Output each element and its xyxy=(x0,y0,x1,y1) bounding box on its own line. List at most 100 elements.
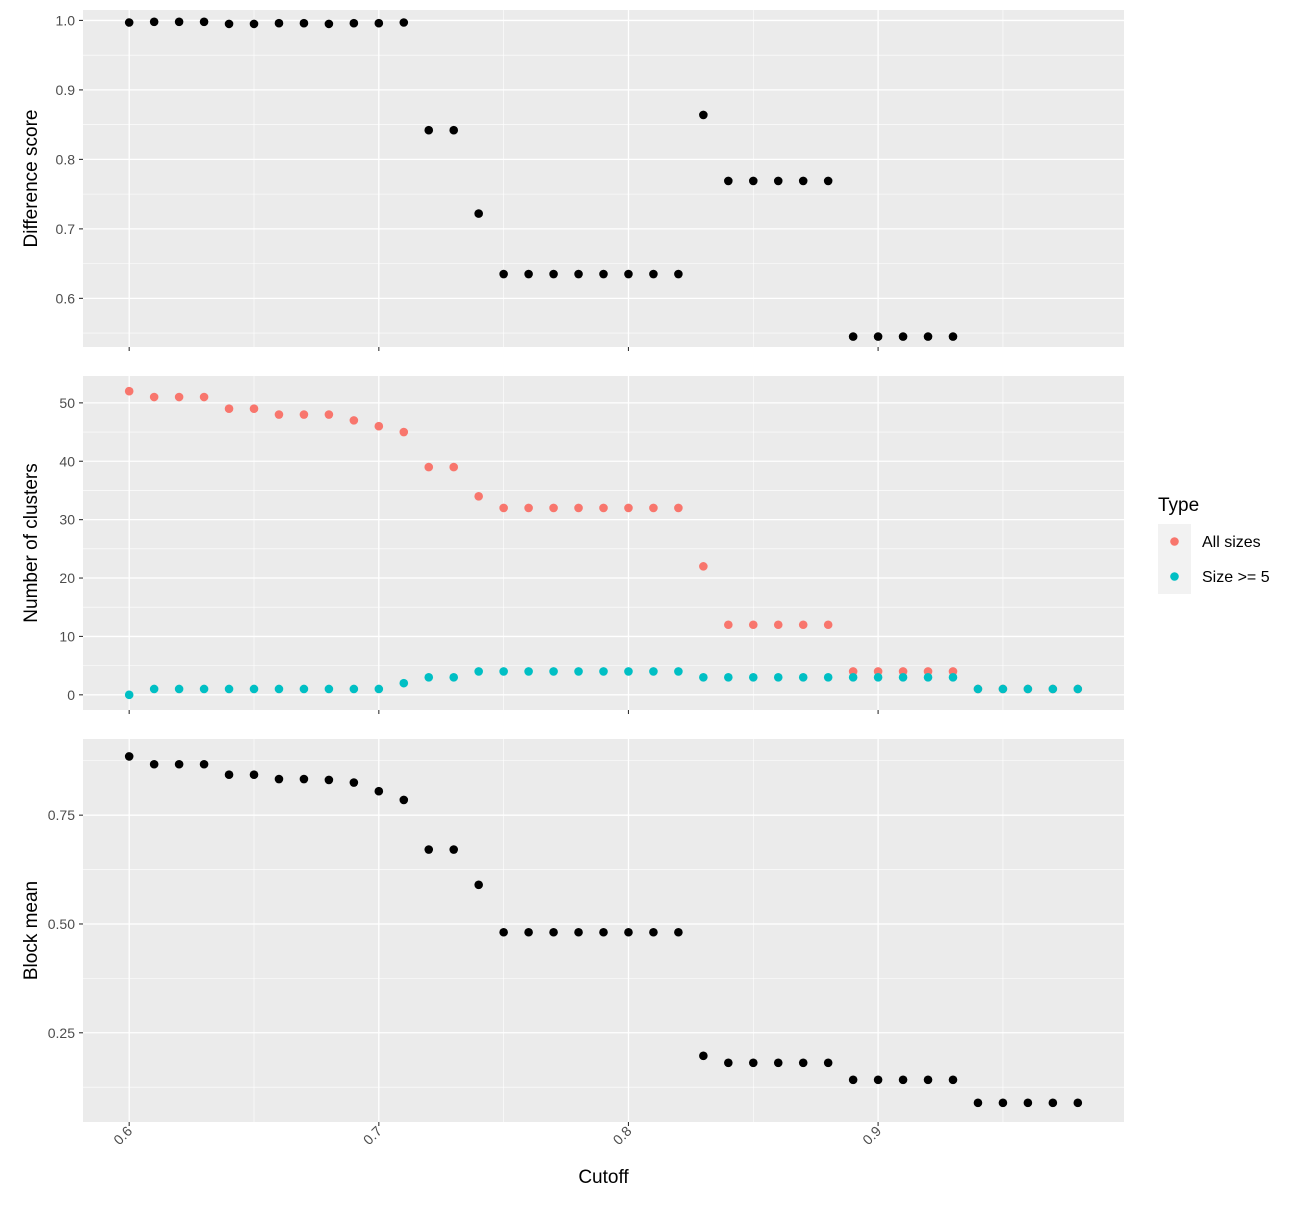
data-point-panel2-series1 xyxy=(724,620,733,630)
data-point-panel2-series2 xyxy=(324,684,334,694)
x-axis-title: Cutoff xyxy=(578,1167,629,1188)
data-point-panel2-series2 xyxy=(174,684,184,694)
data-point-panel2-series1 xyxy=(649,503,658,513)
data-point-panel2-series1 xyxy=(474,491,483,501)
data-point-panel3-series1 xyxy=(649,927,658,937)
data-point-panel1-series1 xyxy=(724,176,733,186)
data-point-panel2-series1 xyxy=(299,410,309,419)
data-point-panel3-series1 xyxy=(674,927,683,937)
data-point-panel2-series1 xyxy=(324,410,334,419)
y-tick-label: 0.7 xyxy=(56,221,76,237)
data-point-panel1-series1 xyxy=(299,18,309,28)
data-point-panel1-series1 xyxy=(199,17,209,27)
data-point-panel3-series1 xyxy=(199,759,209,769)
data-point-panel2-series2 xyxy=(674,667,683,676)
data-point-panel3-series1 xyxy=(1048,1098,1058,1108)
x-tick-label: 0.7 xyxy=(360,1123,385,1148)
data-point-panel3-series1 xyxy=(873,1075,883,1085)
data-point-panel3-series1 xyxy=(224,770,234,779)
data-point-panel2-series2 xyxy=(274,684,284,694)
data-point-panel3-series1 xyxy=(499,927,508,937)
data-point-panel2-series1 xyxy=(499,503,508,513)
data-point-panel2-series2 xyxy=(374,684,384,694)
data-point-panel2-series1 xyxy=(349,416,359,425)
data-point-panel2-series2 xyxy=(773,673,783,682)
legend-title: Type xyxy=(1158,495,1199,516)
data-point-panel2-series2 xyxy=(599,667,608,676)
data-point-panel1-series1 xyxy=(898,332,908,341)
data-point-panel3-series1 xyxy=(449,845,459,854)
data-point-panel2-series1 xyxy=(399,427,409,437)
data-point-panel2-series2 xyxy=(898,673,908,682)
y-axis-title-2: Number of clusters xyxy=(21,463,42,622)
data-point-panel3-series1 xyxy=(324,775,334,785)
data-point-panel1-series1 xyxy=(873,332,883,341)
y-tick-label: 20 xyxy=(59,570,75,586)
y-tick-label: 10 xyxy=(59,628,75,644)
data-point-panel2-series1 xyxy=(524,503,533,513)
data-point-panel2-series2 xyxy=(249,684,259,694)
data-point-panel3-series1 xyxy=(149,759,159,769)
data-point-panel3-series1 xyxy=(724,1058,733,1068)
data-point-panel3-series1 xyxy=(923,1075,933,1085)
data-point-panel3-series1 xyxy=(823,1058,833,1068)
data-point-panel2-series2 xyxy=(823,673,833,682)
data-point-panel3-series1 xyxy=(948,1075,958,1085)
data-point-panel3-series1 xyxy=(773,1058,783,1068)
data-point-panel3-series1 xyxy=(124,752,134,761)
x-tick-label: 0.9 xyxy=(859,1123,884,1148)
data-point-panel1-series1 xyxy=(599,269,608,279)
data-point-panel1-series1 xyxy=(324,19,334,29)
y-axis-title-3: Block mean xyxy=(21,881,42,980)
data-point-panel2-series1 xyxy=(249,404,259,413)
data-point-panel2-series1 xyxy=(748,620,758,630)
data-point-panel2-series2 xyxy=(848,673,858,682)
y-tick-label: 0.8 xyxy=(56,151,76,167)
data-point-panel1-series1 xyxy=(624,269,633,279)
data-point-panel1-series1 xyxy=(174,17,184,27)
data-point-panel2-series1 xyxy=(674,503,683,513)
data-point-panel2-series1 xyxy=(798,620,808,630)
y-tick-label: 0.25 xyxy=(48,1025,75,1041)
data-point-panel2-series1 xyxy=(773,620,783,630)
data-point-panel2-series2 xyxy=(1023,684,1033,694)
y-tick-label: 0 xyxy=(67,687,75,703)
data-point-panel1-series1 xyxy=(773,176,783,186)
data-point-panel3-series1 xyxy=(424,845,434,854)
y-tick-label: 30 xyxy=(59,512,75,528)
data-point-panel3-series1 xyxy=(848,1075,858,1085)
y-tick-label: 1.0 xyxy=(56,12,76,28)
data-point-panel2-series2 xyxy=(124,690,134,700)
data-point-panel2-series1 xyxy=(199,392,209,402)
data-point-panel1-series1 xyxy=(574,269,583,279)
legend-label-2: Size >= 5 xyxy=(1202,569,1270,586)
legend-label-1: All sizes xyxy=(1202,534,1261,551)
data-point-panel2-series2 xyxy=(499,667,508,676)
data-point-panel3-series1 xyxy=(524,927,533,937)
data-point-panel2-series2 xyxy=(149,684,159,694)
data-point-panel1-series1 xyxy=(374,18,384,28)
data-point-panel2-series2 xyxy=(1048,684,1058,694)
x-tick-label: 0.6 xyxy=(110,1123,135,1148)
data-point-panel2-series2 xyxy=(549,667,558,676)
data-point-panel2-series2 xyxy=(424,673,434,682)
data-point-panel3-series1 xyxy=(474,880,483,890)
y-tick-label: 0.50 xyxy=(48,916,75,932)
data-point-panel1-series1 xyxy=(124,18,134,27)
panel-background-1 xyxy=(83,10,1124,347)
y-axis-title-1: Difference score xyxy=(21,110,42,248)
data-point-panel3-series1 xyxy=(174,759,184,769)
data-point-panel2-series1 xyxy=(224,404,234,413)
data-point-panel2-series2 xyxy=(699,673,708,682)
y-tick-label: 0.6 xyxy=(56,290,76,306)
data-point-panel3-series1 xyxy=(374,786,384,796)
data-point-panel1-series1 xyxy=(748,176,758,186)
data-point-panel3-series1 xyxy=(249,770,259,779)
data-point-panel2-series2 xyxy=(474,667,483,676)
data-point-panel3-series1 xyxy=(574,927,583,937)
x-tick-label: 0.8 xyxy=(610,1123,635,1148)
data-point-panel3-series1 xyxy=(549,927,558,937)
data-point-panel2-series2 xyxy=(1073,684,1083,694)
